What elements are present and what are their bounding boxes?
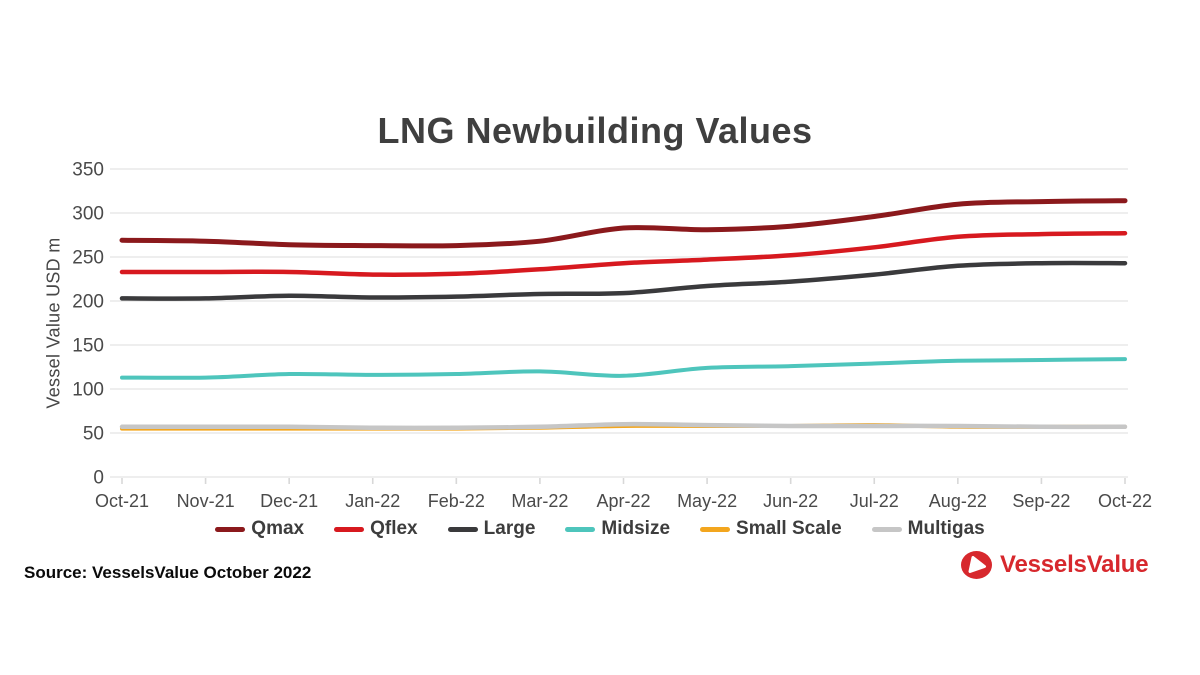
x-tick-label-Dec-21: Dec-21 <box>260 491 318 511</box>
legend-label-multigas: Multigas <box>907 518 985 539</box>
legend-swatch-midsize <box>565 526 596 532</box>
x-tick-label-Oct-21: Oct-21 <box>95 491 149 511</box>
series-line-multigas <box>119 421 1128 431</box>
y-tick-label-50: 50 <box>83 424 104 445</box>
y-tick-label-350: 350 <box>72 160 104 181</box>
legend-item-small-scale: Small Scale <box>700 518 842 540</box>
legend-swatch-qflex <box>334 526 365 532</box>
legend-label-midsize: Midsize <box>601 518 671 539</box>
y-tick-label-150: 150 <box>72 336 104 357</box>
series-line-large <box>119 260 1128 301</box>
legend-swatch-qmax <box>215 526 246 532</box>
x-tick-label-Jul-22: Jul-22 <box>850 491 899 511</box>
legend-item-midsize: Midsize <box>565 518 670 540</box>
vesselsvalue-logo: VesselsValue <box>960 550 1149 580</box>
x-tick-label-Aug-22: Aug-22 <box>929 491 987 511</box>
x-tick-label-Jan-22: Jan-22 <box>345 491 400 511</box>
legend: Qmax Qflex Large Midsize Small Scale Multigas <box>0 518 1200 540</box>
series-line-qflex <box>119 230 1128 277</box>
legend-label-small-scale: Small Scale <box>736 518 842 539</box>
legend-swatch-multigas <box>871 526 902 532</box>
legend-item-large: Large <box>447 518 536 540</box>
x-tick-label-Mar-22: Mar-22 <box>511 491 568 511</box>
y-tick-label-200: 200 <box>72 292 104 313</box>
legend-item-qflex: Qflex <box>334 518 418 540</box>
x-tick-label-Sep-22: Sep-22 <box>1012 491 1070 511</box>
legend-item-qmax: Qmax <box>215 518 304 540</box>
chart-title: LNG Newbuilding Values <box>377 110 813 151</box>
x-tick-label-Nov-21: Nov-21 <box>177 491 235 511</box>
legend-swatch-small-scale <box>700 526 731 532</box>
source-note: Source: VesselsValue October 2022 <box>24 563 312 582</box>
series-line-qmax <box>119 198 1128 249</box>
x-tick-label-Feb-22: Feb-22 <box>428 491 485 511</box>
legend-label-large: Large <box>483 518 536 539</box>
x-tick-label-Jun-22: Jun-22 <box>763 491 818 511</box>
series-line-midsize <box>120 357 1127 380</box>
y-tick-label-250: 250 <box>72 248 104 269</box>
legend-swatch-large <box>447 526 478 532</box>
x-tick-label-Apr-22: Apr-22 <box>596 491 650 511</box>
y-tick-label-300: 300 <box>72 204 104 225</box>
x-tick-label-Oct-22: Oct-22 <box>1098 491 1152 511</box>
y-tick-label-0: 0 <box>93 468 104 489</box>
legend-item-multigas: Multigas <box>871 518 985 540</box>
x-tick-label-May-22: May-22 <box>677 491 737 511</box>
legend-label-qflex: Qflex <box>370 518 418 539</box>
vesselsvalue-logo-icon <box>961 551 992 579</box>
y-tick-label-100: 100 <box>72 380 104 401</box>
legend-label-qmax: Qmax <box>251 518 305 539</box>
vesselsvalue-logo-text: VesselsValue <box>1000 551 1149 578</box>
